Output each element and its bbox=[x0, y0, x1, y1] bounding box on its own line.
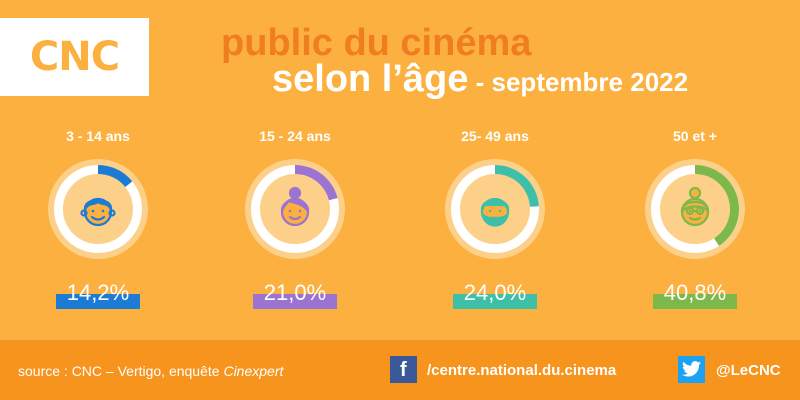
value-label: 24,0% bbox=[463, 280, 527, 305]
age-label: 25- 49 ans bbox=[461, 128, 529, 144]
donut-slice bbox=[695, 165, 739, 246]
age-label: 50 et + bbox=[673, 128, 717, 144]
age-label: 15 - 24 ans bbox=[259, 128, 331, 144]
elderly-woman-face-icon bbox=[680, 186, 710, 227]
bearded-man-face-icon bbox=[480, 197, 510, 227]
value-label: 21,0% bbox=[263, 280, 327, 305]
value-label: 40,8% bbox=[663, 280, 727, 305]
donut-svg bbox=[48, 159, 148, 259]
chart-subtitle-main: selon l’âge bbox=[272, 58, 469, 100]
donut-slice bbox=[98, 165, 133, 188]
age-label: 3 - 14 ans bbox=[66, 128, 130, 144]
cnc-logo: CNC bbox=[0, 18, 149, 96]
value-bar bbox=[453, 294, 537, 309]
source-note: source : CNC – Vertigo, enquête Cinexper… bbox=[18, 363, 283, 379]
value-label: 14,2% bbox=[66, 280, 130, 305]
donut-svg bbox=[245, 159, 345, 259]
facebook-icon[interactable]: f bbox=[390, 356, 417, 383]
donut-chart bbox=[645, 159, 745, 259]
twitter-link[interactable]: @LeCNC bbox=[716, 362, 781, 379]
donut-slice bbox=[295, 165, 338, 201]
donut-chart bbox=[245, 159, 345, 259]
facebook-link[interactable]: /centre.national.du.cinema bbox=[427, 362, 617, 379]
donut-svg bbox=[645, 159, 745, 259]
donut-chart bbox=[445, 159, 545, 259]
source-italic: Cinexpert bbox=[223, 363, 284, 379]
cnc-logo-text: CNC bbox=[29, 34, 120, 80]
chart-subtitle-date: - septembre 2022 bbox=[468, 67, 689, 97]
donut-svg bbox=[445, 159, 545, 259]
value-bar bbox=[56, 294, 140, 309]
donut-chart bbox=[48, 159, 148, 259]
twitter-icon[interactable] bbox=[678, 356, 705, 383]
chart-subtitle: selon l’âge - septembre 2022 bbox=[272, 58, 688, 101]
value-bar bbox=[653, 294, 737, 309]
child-face-icon bbox=[80, 197, 116, 227]
donut-slice bbox=[495, 165, 539, 207]
young-woman-face-icon bbox=[280, 186, 310, 227]
chart-title: public du cinéma bbox=[221, 22, 532, 64]
source-text: source : CNC – Vertigo, enquête bbox=[18, 363, 224, 379]
value-bar bbox=[253, 294, 337, 309]
